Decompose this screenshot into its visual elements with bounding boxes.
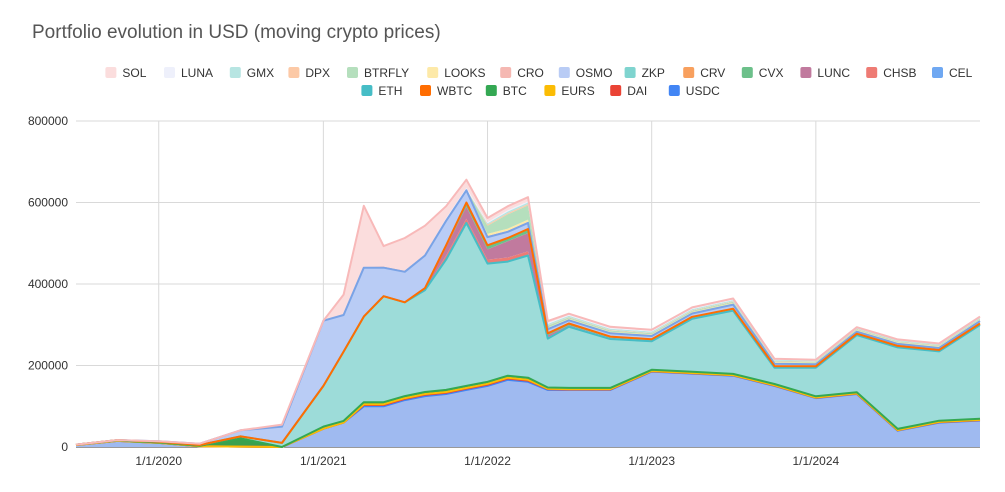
legend-label-cel: CEL (949, 66, 973, 80)
y-tick-label: 200000 (28, 359, 68, 373)
legend-label-looks: LOOKS (444, 66, 485, 80)
legend-label-btrfly: BTRFLY (364, 66, 409, 80)
legend: SOL LUNA GMX DPX BTRFLY LOOKS CRO OSMO ZKP CRV CVX… (105, 66, 973, 98)
x-tick-label: 1/1/2020 (135, 454, 182, 468)
legend-swatch-eth (361, 85, 373, 96)
legend-swatch-osmo (558, 67, 570, 78)
x-tick-label: 1/1/2024 (792, 454, 839, 468)
legend-swatch-sol (105, 67, 117, 78)
legend-swatch-btrfly (347, 67, 358, 78)
legend-swatch-gmx (229, 67, 241, 78)
line-eurs (75, 370, 981, 448)
x-tick-label: 1/1/2023 (628, 454, 675, 468)
x-tick-label: 1/1/2021 (300, 454, 347, 468)
y-tick-label: 400000 (28, 277, 68, 291)
legend-label-cvx: CVX (759, 66, 784, 80)
legend-swatch-luna (164, 67, 175, 78)
legend-label-dpx: DPX (305, 66, 330, 80)
line-crv (75, 201, 981, 446)
legend-label-gmx: GMX (247, 66, 274, 80)
legend-swatch-eurs (544, 85, 556, 96)
legend-swatch-lunc (800, 67, 812, 78)
line-btc (75, 368, 981, 448)
legend-label-osmo: OSMO (576, 66, 613, 80)
legend-swatch-btc (485, 85, 497, 96)
x-tick-label: 1/1/2022 (464, 454, 511, 468)
legend-swatch-zkp (624, 67, 636, 78)
area-osmo (76, 190, 980, 445)
series-lines (75, 178, 981, 448)
axes: 0 200000 400000 600000 800000 1/1/2020 1/1/202… (28, 114, 840, 468)
legend-swatch-cro (500, 67, 512, 78)
legend-swatch-crv (683, 67, 695, 78)
series-areas (76, 179, 980, 447)
legend-label-zkp: ZKP (642, 66, 665, 80)
legend-label-crv: CRV (700, 66, 725, 80)
legend-label-wbtc: WBTC (437, 84, 473, 98)
legend-label-luna: LUNA (181, 66, 213, 80)
legend-swatch-dai (610, 85, 622, 96)
line-sol (75, 178, 981, 446)
legend-label-chsb: CHSB (883, 66, 916, 80)
y-tick-label: 0 (61, 440, 68, 454)
area-eth (76, 222, 980, 447)
legend-swatch-dpx (288, 67, 300, 78)
legend-swatch-chsb (866, 67, 878, 78)
line-osmo (75, 189, 981, 446)
legend-swatch-wbtc (420, 85, 431, 96)
area-usdc (76, 371, 980, 447)
legend-swatch-cel (932, 67, 943, 78)
chart-title: Portfolio evolution in USD (moving crypt… (32, 22, 441, 43)
legend-swatch-cvx (741, 67, 753, 78)
legend-label-eurs: EURS (561, 84, 594, 98)
legend-label-dai: DAI (627, 84, 647, 98)
legend-label-btc: BTC (503, 84, 527, 98)
legend-swatch-usdc (668, 85, 680, 96)
legend-label-lunc: LUNC (817, 66, 850, 80)
legend-label-eth: ETH (378, 84, 402, 98)
y-tick-label: 800000 (28, 114, 68, 128)
legend-swatch-looks (427, 67, 439, 78)
legend-label-sol: SOL (122, 66, 146, 80)
y-tick-label: 600000 (28, 196, 68, 210)
legend-label-cro: CRO (517, 66, 544, 80)
legend-label-usdc: USDC (686, 84, 720, 98)
